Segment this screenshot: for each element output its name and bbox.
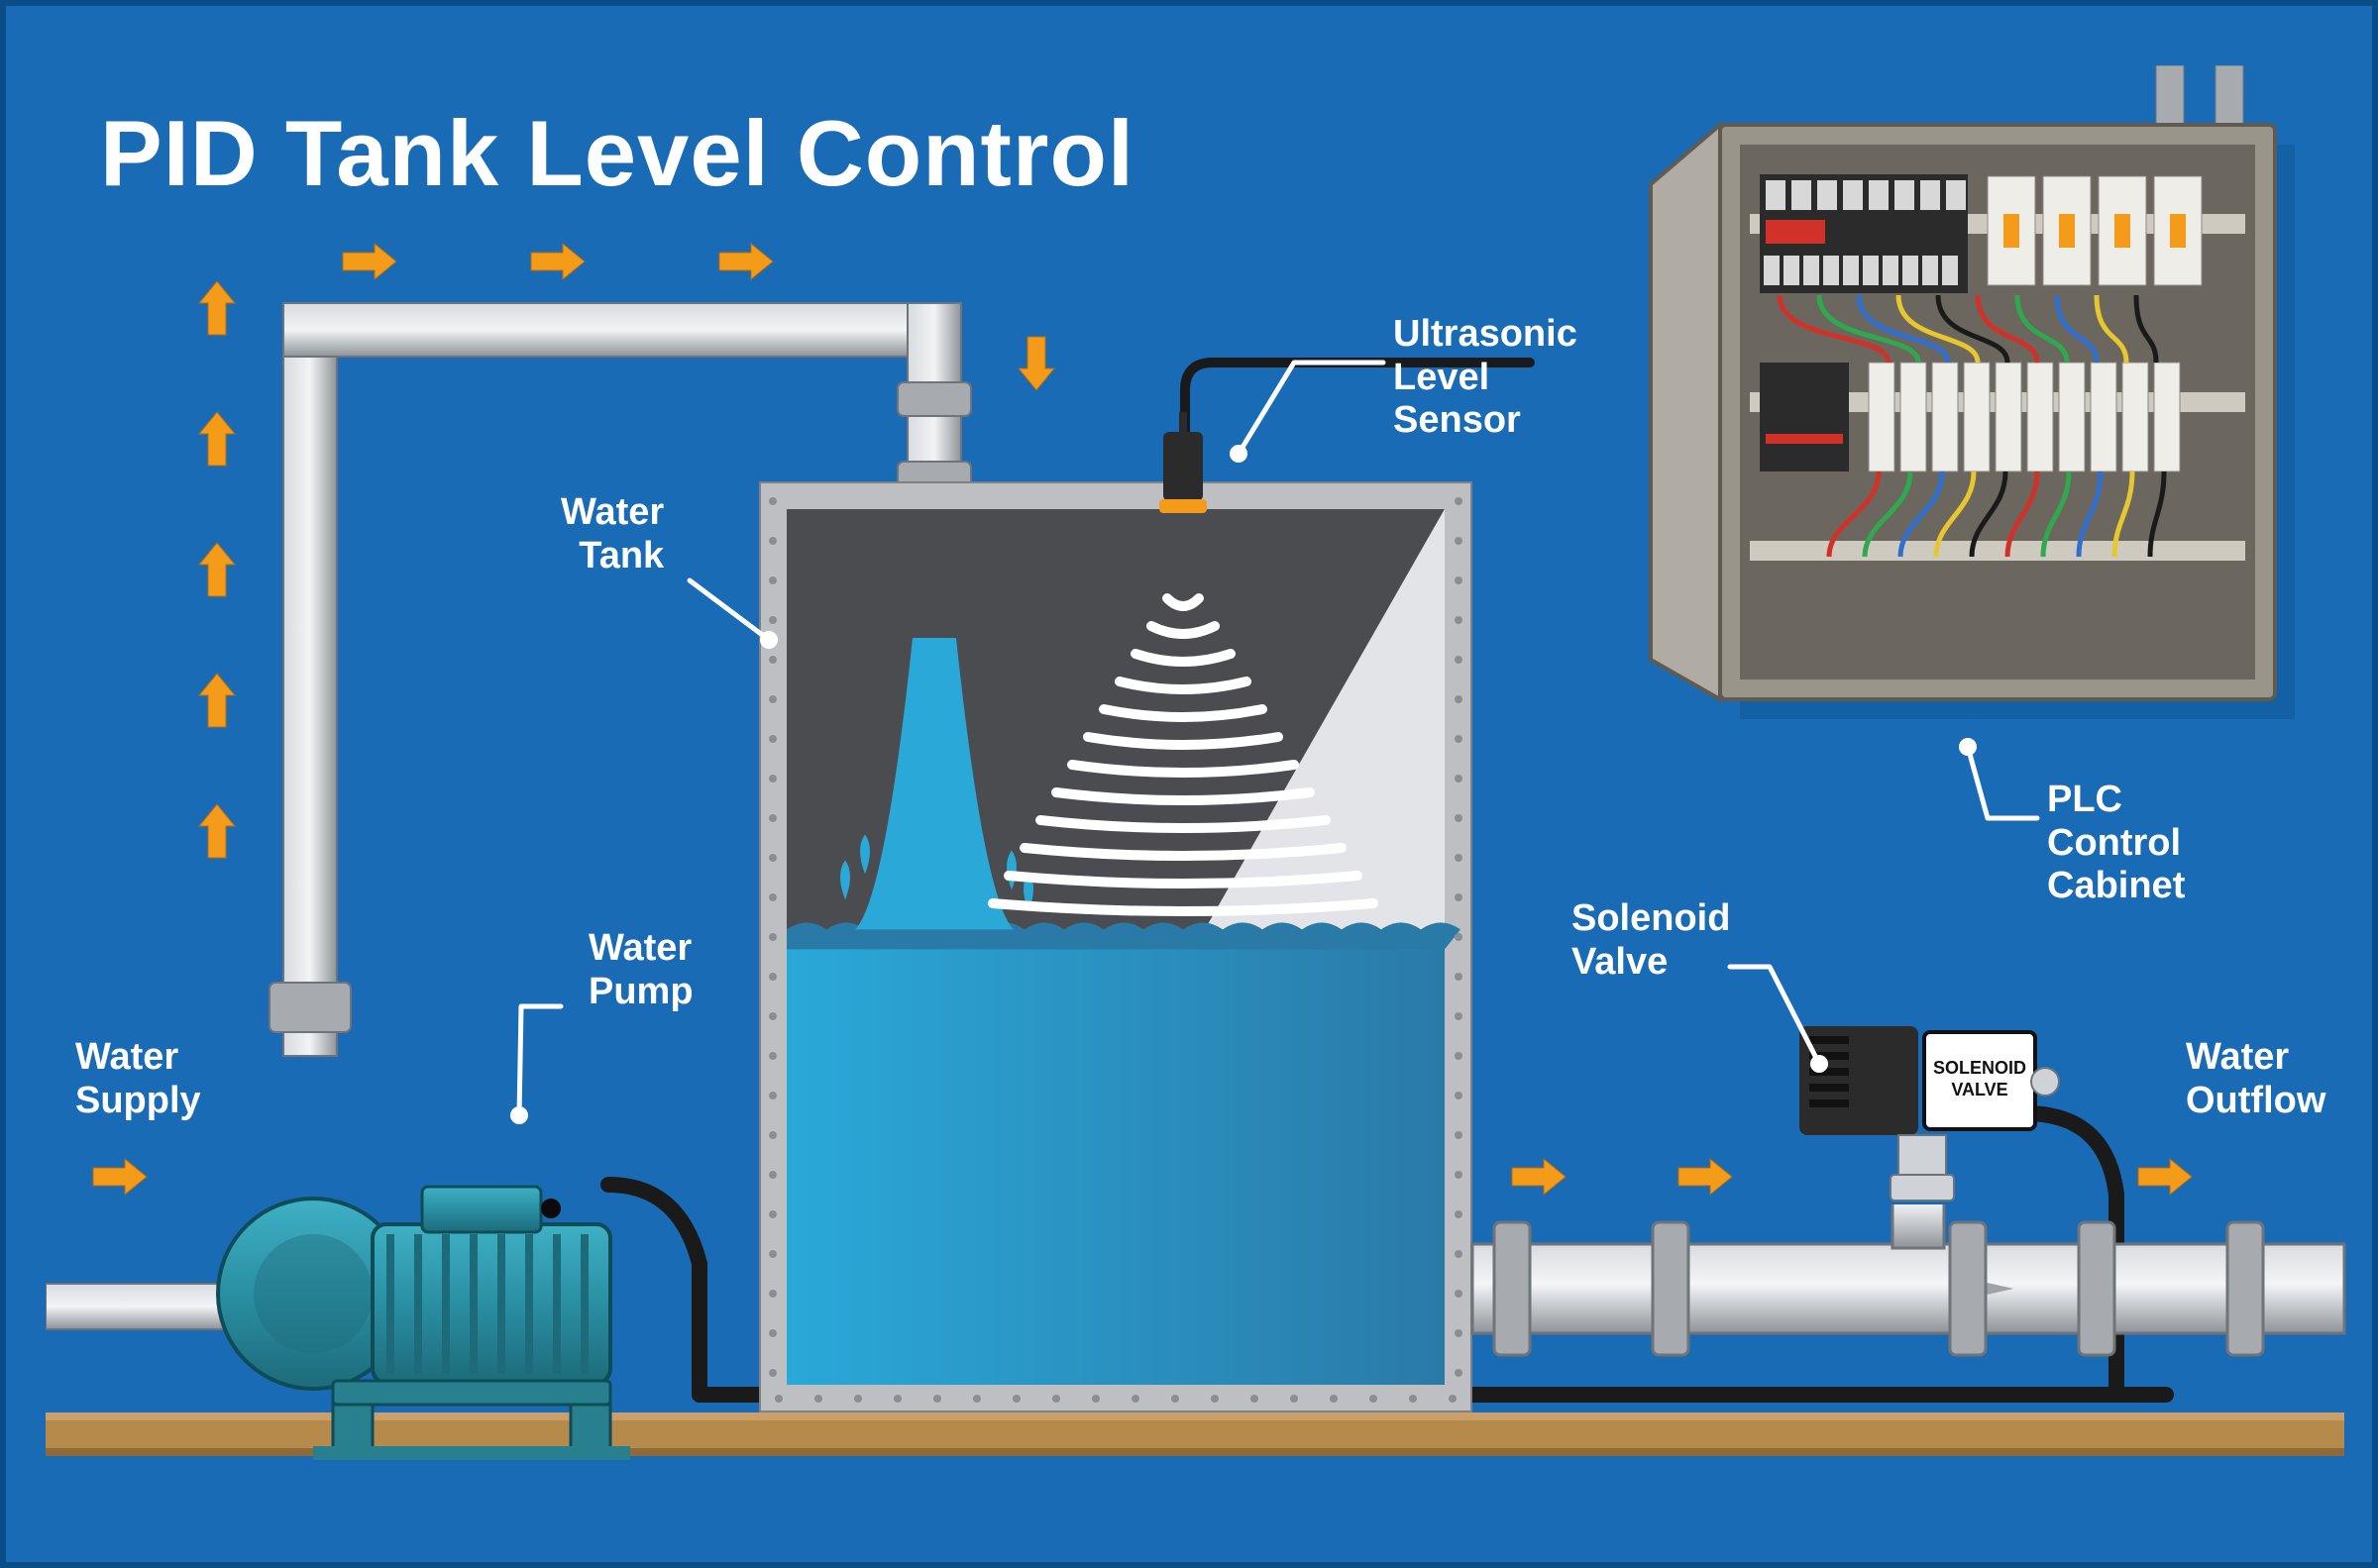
flow-arrow-icon [177,527,257,606]
flow-arrow-icon [333,222,412,301]
page-title: PID Tank Level Control [100,100,1135,207]
label-plc: PLC Control Cabinet [2047,779,2185,908]
flow-arrow-icon [177,658,257,737]
label-ultrasonic: Ultrasonic Level Sensor [1393,313,1577,443]
water-tank [759,481,1472,1412]
label-solenoid: Solenoid Valve [1571,897,1730,984]
water-pump-icon [46,1066,769,1482]
flow-arrow-icon [521,222,600,301]
plc-cabinet-icon [1631,65,2324,759]
flow-arrow-icon [177,396,257,475]
label-water_pump: Water Pump [589,927,694,1013]
label-water_tank: Water Tank [561,491,664,577]
diagram-stage: PID Tank Level Control SOLENOIDVALVE Water… [0,0,2378,1568]
flow-arrow-icon [1502,1137,1581,1216]
flow-arrow-icon [177,265,257,345]
label-outflow: Water Outflow [2186,1036,2325,1122]
flow-arrow-icon [709,222,789,301]
flow-arrow-icon [83,1137,162,1216]
solenoid-valve-icon: SOLENOIDVALVE [1799,1026,2067,1294]
flow-arrow-icon [997,327,1076,406]
flow-arrow-icon [2128,1137,2208,1216]
label-water_supply: Water Supply [75,1036,201,1122]
ultrasonic-sensor-icon [1153,412,1213,531]
flow-arrow-icon [177,788,257,868]
flow-arrow-icon [1669,1137,1748,1216]
